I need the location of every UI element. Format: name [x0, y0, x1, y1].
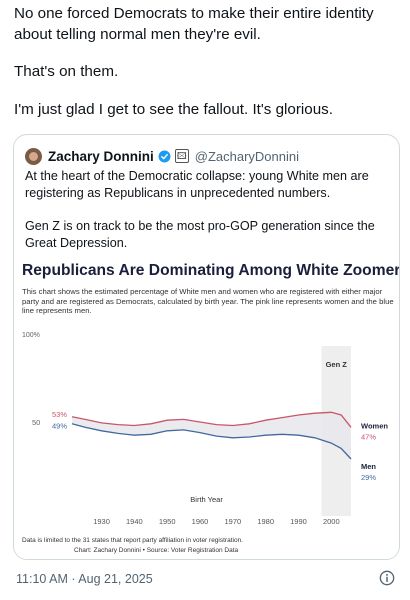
affiliation-badge-icon: 🖾	[174, 149, 189, 163]
gen-z-label: Gen Z	[326, 360, 348, 369]
quoted-post-text: At the heart of the Democratic collapse:…	[25, 168, 385, 252]
end-value-women: 47%	[361, 432, 376, 441]
quoted-post-header: Zachary Donnini 🖾 @ZacharyDonnini	[25, 146, 299, 166]
quoted-paragraph-2: Gen Z is on track to be the most pro-GOP…	[25, 219, 375, 250]
quoted-paragraph-1: At the heart of the Democratic collapse:…	[25, 169, 369, 200]
y-tick-label: 50	[32, 418, 40, 427]
gap-band	[72, 412, 351, 459]
post-timestamp[interactable]: 11:10 AM · Aug 21, 2025	[16, 572, 153, 586]
verified-badge-icon	[158, 150, 171, 162]
x-tick-label: 1990	[290, 517, 307, 526]
post-line-1: No one forced Democrats to make their en…	[14, 5, 374, 43]
chart-title: Republicans Are Dominating Among White Z…	[22, 262, 400, 279]
author-name[interactable]: Zachary Donnini	[48, 148, 154, 164]
series-line-men	[71, 423, 352, 460]
x-tick-label: 2000	[323, 517, 340, 526]
chart-subtitle: This chart shows the estimated percentag…	[22, 287, 394, 316]
x-tick-label: 1950	[159, 517, 176, 526]
x-tick-label: 1970	[224, 517, 241, 526]
quoted-post[interactable]: Zachary Donnini 🖾 @ZacharyDonnini At the…	[13, 134, 400, 560]
start-label-men: 49%	[52, 421, 67, 430]
post-text: No one forced Democrats to make their en…	[14, 4, 398, 120]
x-tick-label: 1980	[257, 517, 274, 526]
x-tick-label: 1940	[126, 517, 143, 526]
x-tick-label: 1960	[192, 517, 209, 526]
post-line-2: That's on them.	[14, 63, 119, 80]
chart-footnote: Data is limited to the 31 states that re…	[22, 537, 243, 544]
y-tick-label: 100%	[22, 332, 40, 339]
end-name-men: Men	[361, 462, 376, 471]
avatar[interactable]	[25, 147, 42, 165]
series-line-women	[71, 411, 352, 428]
start-label-women: 53%	[52, 410, 67, 419]
end-name-women: Women	[361, 421, 388, 430]
end-value-men: 29%	[361, 473, 376, 482]
chart-svg: Gen Z 100% 50 53% 49% Women 47% Men 29% Birth Yea…	[22, 332, 388, 526]
author-handle[interactable]: @ZacharyDonnini	[194, 148, 300, 164]
x-tick-label: 1930	[93, 517, 110, 526]
post-line-3: I'm just glad I get to see the fallout. …	[14, 100, 333, 118]
chart-image[interactable]: Gen Z 100% 50 53% 49% Women 47% Men 29% Birth Yea…	[14, 260, 399, 559]
chart-source: Chart: Zachary Donnini • Source: Voter R…	[74, 547, 239, 554]
x-axis-label: Birth Year	[190, 495, 223, 504]
info-icon[interactable]	[379, 570, 395, 586]
